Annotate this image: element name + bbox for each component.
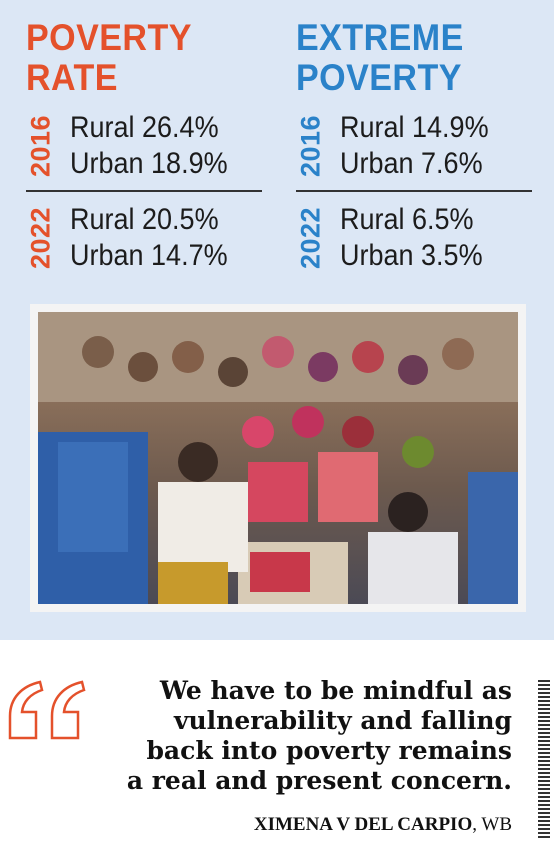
extreme-2022-rural: Rural 6.5%: [340, 203, 474, 236]
quote-text: We have to be mindful as vulnerability a…: [126, 676, 512, 795]
year-label-2022: 2022: [295, 206, 326, 270]
quote-author: XIMENA V DEL CARPIO: [253, 814, 473, 835]
year-label-2016: 2016: [25, 114, 56, 178]
quote-attribution: XIMENA V DEL CARPIO, WB: [254, 814, 512, 836]
stats-panel: POVERTY RATE 2016 Rural 26.4% Urban 18.9…: [0, 0, 554, 640]
extreme-2016-block: 2016 Rural 14.9% Urban 7.6%: [296, 108, 536, 184]
poverty-2016-urban: Urban 18.9%: [70, 147, 228, 180]
poverty-2022-rural: Rural 20.5%: [70, 203, 219, 236]
poverty-2016-block: 2016 Rural 26.4% Urban 18.9%: [26, 108, 266, 184]
extreme-poverty-title: EXTREME POVERTY: [296, 17, 464, 98]
divider: [296, 190, 532, 192]
poverty-rate-title: POVERTY RATE: [26, 17, 192, 98]
divider: [26, 190, 262, 192]
year-label-2016: 2016: [295, 114, 326, 178]
extreme-2016-rural: Rural 14.9%: [340, 111, 489, 144]
year-label-2022: 2022: [25, 206, 56, 270]
extreme-2016-urban: Urban 7.6%: [340, 147, 483, 180]
poverty-2016-rural: Rural 26.4%: [70, 111, 219, 144]
quote-mark-icon: [8, 680, 86, 740]
poverty-rate-column: POVERTY RATE 2016 Rural 26.4% Urban 18.9…: [26, 18, 266, 276]
poverty-2022-urban: Urban 14.7%: [70, 239, 228, 272]
extreme-2022-block: 2022 Rural 6.5% Urban 3.5%: [296, 200, 536, 276]
extreme-2022-urban: Urban 3.5%: [340, 239, 483, 272]
quote-org: , WB: [472, 814, 512, 835]
crowd-photo-illustration: [38, 312, 518, 604]
crowd-photo: [30, 304, 526, 612]
extreme-poverty-column: EXTREME POVERTY 2016 Rural 14.9% Urban 7…: [296, 18, 536, 276]
decorative-hatch: [538, 680, 550, 840]
poverty-2022-block: 2022 Rural 20.5% Urban 14.7%: [26, 200, 266, 276]
quote-section: We have to be mindful as vulnerability a…: [0, 640, 554, 850]
